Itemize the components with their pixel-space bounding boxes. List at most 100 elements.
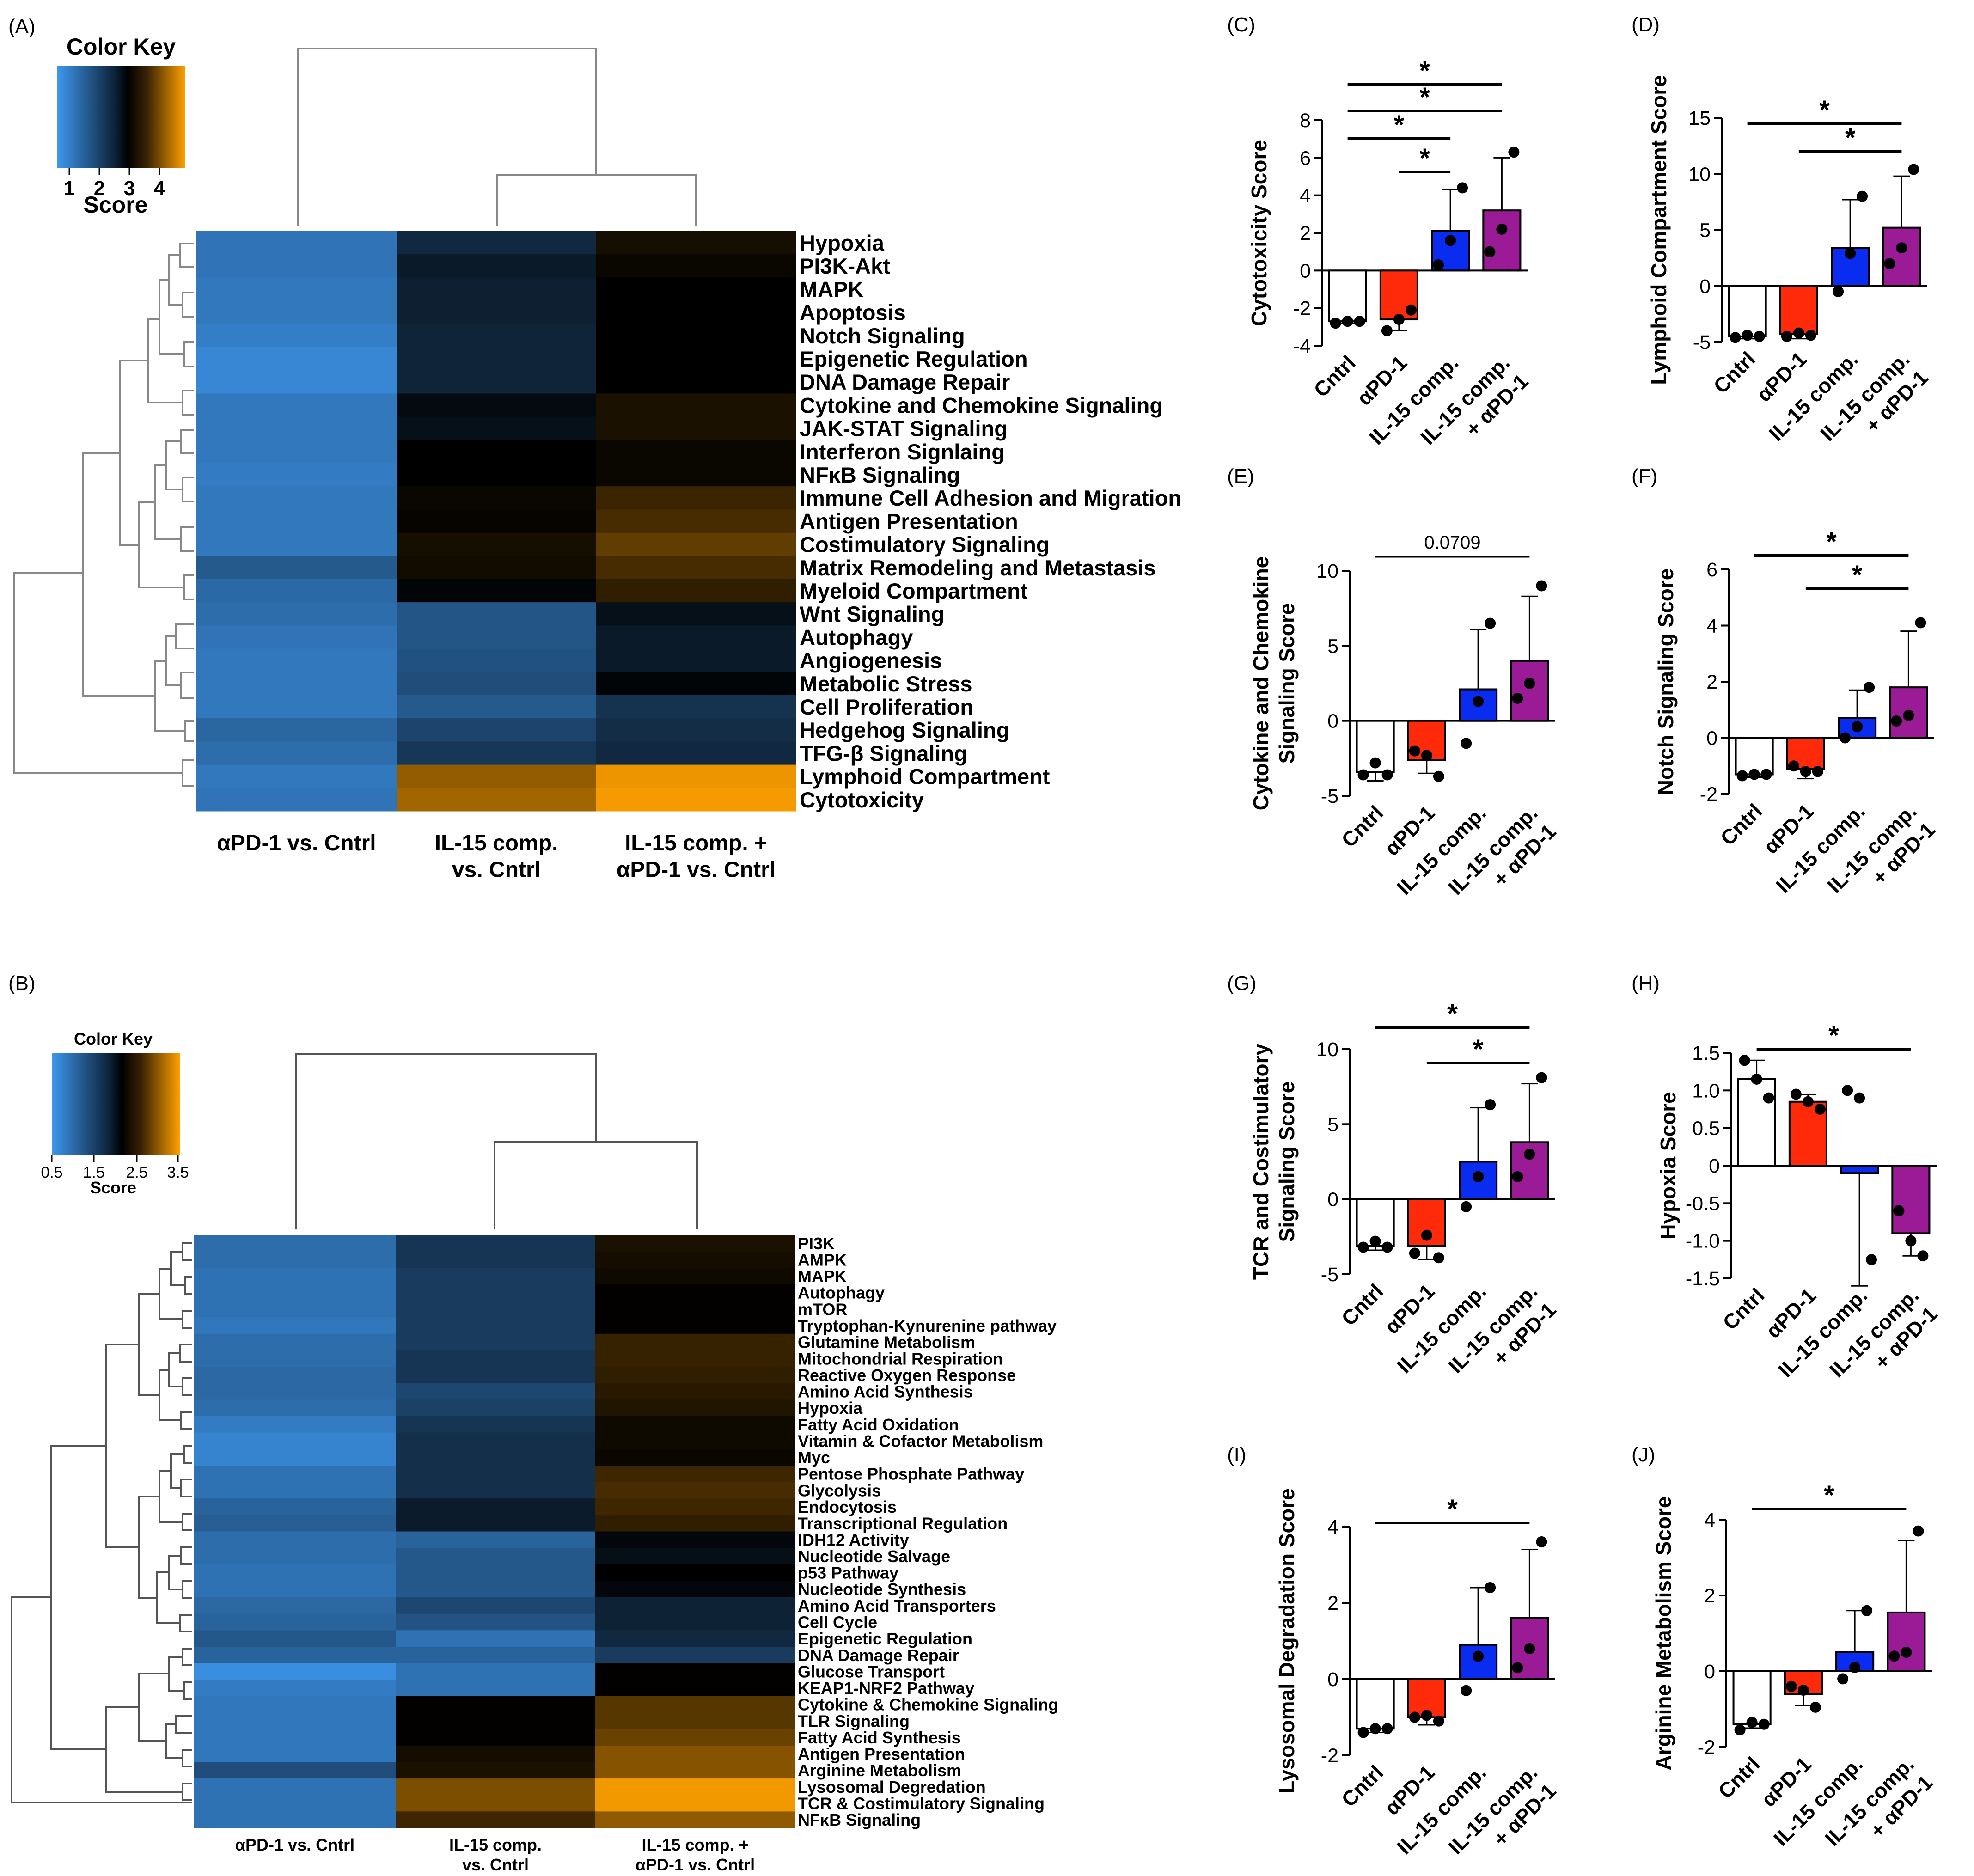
data-point — [1730, 332, 1741, 343]
data-point — [1754, 330, 1765, 342]
heatmap-cell — [396, 1268, 596, 1285]
data-point — [1409, 1247, 1420, 1259]
significance-label: * — [1419, 143, 1430, 173]
heatmap-row-label: Endocytosis — [798, 1497, 897, 1516]
heatmap-cell — [595, 1317, 795, 1334]
heatmap-cell — [194, 1350, 396, 1367]
heatmap-row-label: KEAP1-NRF2 Pathway — [798, 1679, 974, 1698]
heatmap-row-label: Metabolic Stress — [800, 672, 972, 696]
heatmap-cell — [397, 695, 597, 719]
heatmap-row-label: Autophagy — [798, 1283, 885, 1302]
heatmap-cell — [396, 1515, 596, 1532]
heatmap-row-label: TLR Signaling — [798, 1711, 910, 1730]
bar — [1459, 1161, 1498, 1200]
data-point — [1473, 696, 1484, 707]
heatmap-cell — [194, 1778, 396, 1796]
data-point — [1842, 1085, 1853, 1096]
heatmap-cell — [596, 324, 796, 348]
heatmap-row-label: Notch Signaling — [800, 324, 965, 348]
heatmap-row-label: TCR & Costimulatory Signaling — [798, 1794, 1045, 1813]
heatmap-cell — [596, 741, 796, 765]
heatmap-cell — [196, 509, 397, 533]
y-tick-label: -2 — [1321, 1745, 1338, 1767]
y-tick-label: 4 — [1300, 185, 1311, 207]
heatmap-column-label: IL-15 comp. — [435, 831, 558, 856]
significance-label: * — [1447, 1494, 1458, 1524]
heatmap-cell — [595, 1432, 795, 1449]
heatmap-row-label: PI3K-Akt — [800, 254, 890, 278]
heatmap-cell — [595, 1630, 795, 1647]
heatmap-cell — [595, 1778, 795, 1796]
panel-label-h: (H) — [1632, 972, 1660, 995]
heatmap-cell — [194, 1548, 396, 1565]
data-point — [1381, 325, 1393, 336]
heatmap-row-label: Hedgehog Signaling — [800, 718, 1009, 742]
heatmap-row-label: Glycolysis — [798, 1481, 881, 1500]
y-tick-label: 6 — [1706, 559, 1717, 581]
y-tick-label: 0 — [1706, 727, 1717, 750]
heatmap-cell — [397, 741, 597, 765]
heatmap-row-label: Reactive Oxygen Response — [798, 1366, 1016, 1385]
data-point — [1330, 318, 1341, 329]
heatmap-cell — [397, 393, 597, 417]
heatmap-row-label: Pentose Phosphate Pathway — [798, 1465, 1024, 1484]
data-point — [1357, 1727, 1369, 1738]
color-key-label: Score — [84, 192, 148, 218]
heatmap-cell — [596, 602, 796, 626]
color-key-ticks: 0.5 1.5 2.5 3.5 — [41, 1155, 189, 1181]
data-point — [1536, 580, 1547, 592]
heatmap-cell — [196, 788, 397, 812]
data-point — [1896, 242, 1907, 254]
data-point — [1888, 1650, 1900, 1662]
heatmap-cell — [596, 556, 796, 580]
data-point — [1524, 1643, 1535, 1654]
heatmap-cell — [194, 1531, 396, 1548]
data-point — [1802, 1096, 1814, 1107]
color-key-tick-label: 1 — [64, 177, 75, 200]
data-point — [1357, 769, 1369, 781]
data-point — [1736, 770, 1748, 782]
y-tick-label: -5 — [1693, 331, 1711, 354]
bar — [1735, 737, 1774, 776]
heatmap-cell — [397, 718, 597, 742]
heatmap-row-label: Nucleotide Salvage — [798, 1547, 950, 1566]
bar-chart-g: -5 0 5 10 TCR and Costimulatory Signaling Sco… — [1249, 999, 1560, 1378]
heatmap-cell — [196, 741, 397, 765]
color-key-tick-label: 0.5 — [41, 1164, 62, 1181]
data-point — [1496, 223, 1508, 235]
panel-label-e: (E) — [1227, 465, 1254, 488]
heatmap-cell — [595, 1367, 795, 1384]
heatmap-row-label: PI3K — [798, 1234, 835, 1253]
data-point — [1421, 1229, 1432, 1241]
heatmap-cell — [595, 1795, 795, 1812]
data-point — [1405, 304, 1417, 316]
y-tick-label: 2 — [1706, 671, 1717, 693]
heatmap-cell — [397, 509, 597, 533]
data-point — [1852, 721, 1863, 733]
heatmap-row-label: Glutamine Metabolism — [798, 1333, 975, 1352]
heatmap-row-label: p53 Pathway — [798, 1564, 898, 1583]
heatmap-cell — [396, 1811, 596, 1828]
data-point — [1833, 286, 1844, 297]
heatmap-row-label: Fatty Acid Oxidation — [798, 1415, 959, 1434]
heatmap-cell — [397, 579, 597, 603]
heatmap-row-label: Cell Cycle — [798, 1613, 877, 1632]
heatmap-cell — [596, 370, 796, 394]
heatmap-cell — [397, 764, 597, 788]
heatmap-cell — [196, 764, 397, 788]
heatmap-cell — [596, 486, 796, 510]
heatmap-row-label: Hypoxia — [798, 1399, 863, 1418]
data-point — [1409, 1711, 1420, 1723]
heatmap-cell — [396, 1581, 596, 1598]
bar — [1482, 209, 1522, 272]
heatmap-cell — [595, 1498, 795, 1515]
data-point — [1421, 1710, 1432, 1721]
heatmap-cell — [396, 1696, 596, 1713]
y-tick-label: -0.5 — [1686, 1192, 1720, 1215]
heatmap-cell — [595, 1399, 795, 1417]
heatmap-cell — [595, 1531, 795, 1548]
color-key-tick-label: 1.5 — [83, 1164, 104, 1181]
heatmap-cell — [194, 1449, 396, 1466]
heatmap-cell — [397, 440, 597, 464]
